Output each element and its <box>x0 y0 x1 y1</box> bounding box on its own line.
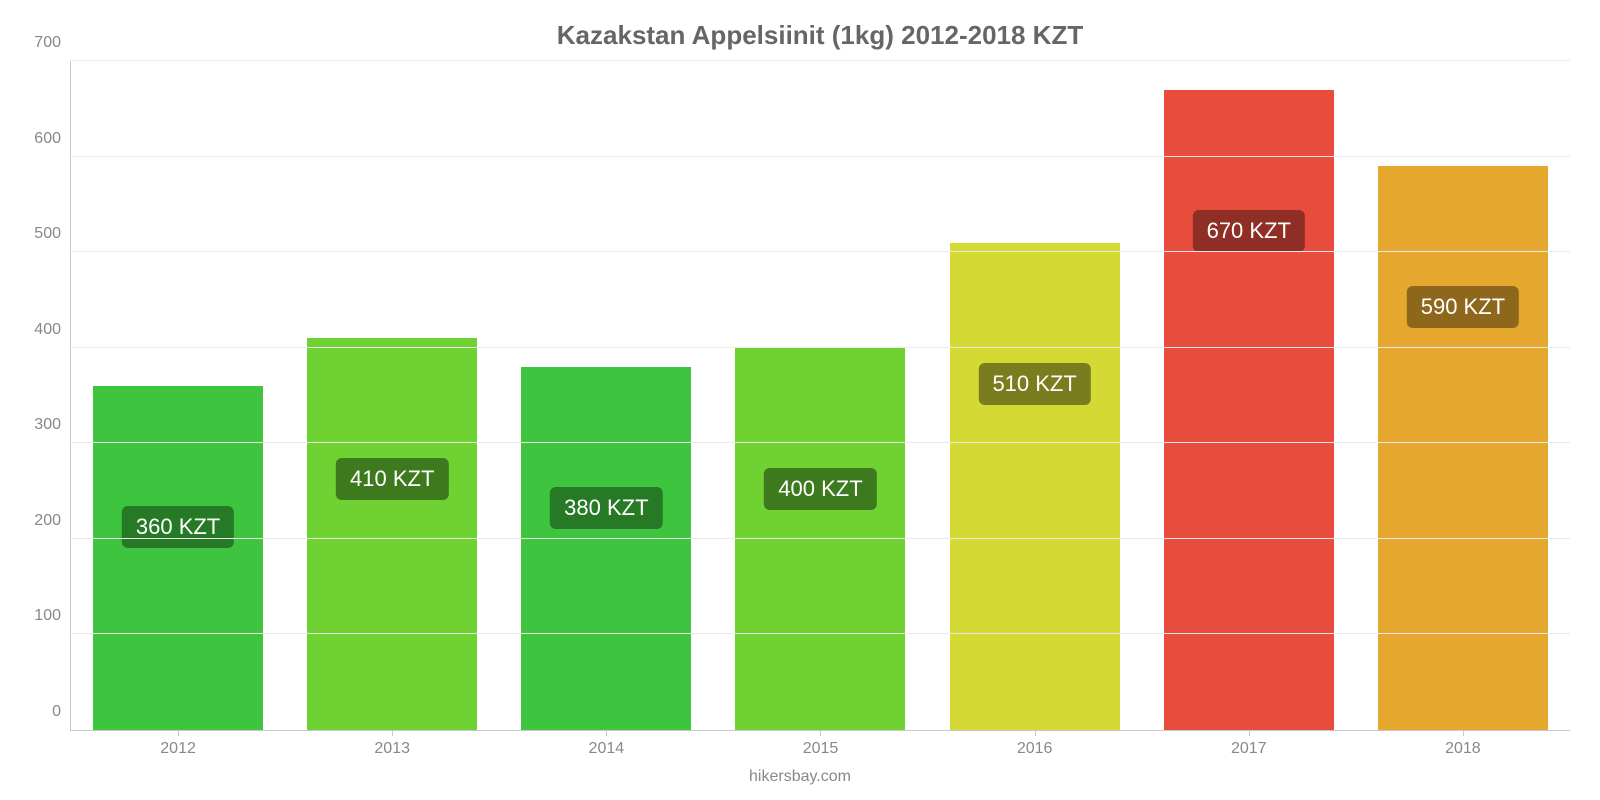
bar: 510 KZT <box>950 243 1120 730</box>
y-tick-label: 100 <box>34 607 71 625</box>
bar: 410 KZT <box>307 338 477 730</box>
x-tick-mark <box>606 730 607 736</box>
x-tick-mark <box>1035 730 1036 736</box>
y-tick-label: 700 <box>34 34 71 52</box>
x-tick-mark <box>1463 730 1464 736</box>
bar-slot: 360 KZT2012 <box>71 61 285 730</box>
y-tick-label: 600 <box>34 130 71 148</box>
bar-slot: 590 KZT2018 <box>1356 61 1570 730</box>
grid-line <box>71 60 1570 61</box>
grid-line <box>71 156 1570 157</box>
chart-container: Kazakstan Appelsiinit (1kg) 2012-2018 KZ… <box>0 0 1600 800</box>
y-tick-label: 500 <box>34 225 71 243</box>
bar-slot: 410 KZT2013 <box>285 61 499 730</box>
bar: 380 KZT <box>521 367 691 730</box>
bars-group: 360 KZT2012410 KZT2013380 KZT2014400 KZT… <box>71 61 1570 730</box>
bar-value-label: 590 KZT <box>1407 286 1519 328</box>
bar-value-label: 510 KZT <box>978 363 1090 405</box>
grid-line <box>71 633 1570 634</box>
bar-value-label: 410 KZT <box>336 458 448 500</box>
bar: 360 KZT <box>93 386 263 730</box>
x-tick-mark <box>1249 730 1250 736</box>
grid-line <box>71 442 1570 443</box>
grid-line <box>71 538 1570 539</box>
y-tick-label: 0 <box>52 703 71 721</box>
x-tick-mark <box>820 730 821 736</box>
x-tick-mark <box>392 730 393 736</box>
x-tick-mark <box>178 730 179 736</box>
bar-value-label: 360 KZT <box>122 506 234 548</box>
grid-line <box>71 251 1570 252</box>
y-tick-label: 300 <box>34 416 71 434</box>
plot-area: 360 KZT2012410 KZT2013380 KZT2014400 KZT… <box>70 61 1570 731</box>
attribution-text: hikersbay.com <box>0 768 1600 786</box>
bar: 400 KZT <box>735 348 905 730</box>
bar-slot: 670 KZT2017 <box>1142 61 1356 730</box>
y-tick-label: 200 <box>34 512 71 530</box>
y-tick-label: 400 <box>34 321 71 339</box>
bar-value-label: 380 KZT <box>550 487 662 529</box>
chart-title: Kazakstan Appelsiinit (1kg) 2012-2018 KZ… <box>70 20 1570 51</box>
bar-slot: 400 KZT2015 <box>713 61 927 730</box>
bar-slot: 380 KZT2014 <box>499 61 713 730</box>
grid-line <box>71 347 1570 348</box>
bar-slot: 510 KZT2016 <box>928 61 1142 730</box>
bar-value-label: 400 KZT <box>764 468 876 510</box>
bar-value-label: 670 KZT <box>1193 210 1305 252</box>
